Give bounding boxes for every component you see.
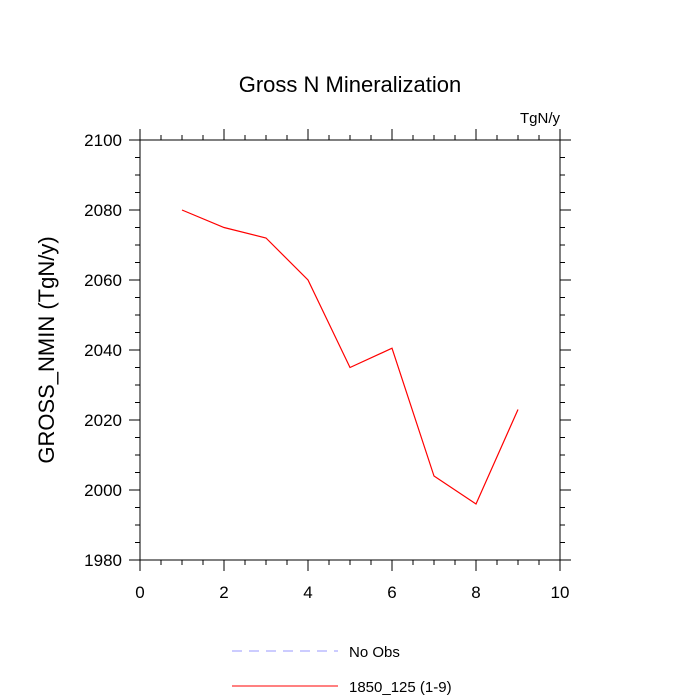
units-label: TgN/y (520, 110, 561, 127)
y-tick-label: 2060 (84, 271, 122, 290)
y-tick-label: 2080 (84, 201, 122, 220)
y-tick-label: 2020 (84, 411, 122, 430)
y-tick-label: 1980 (84, 551, 122, 570)
x-tick-label: 10 (551, 583, 570, 602)
plot-frame (139, 139, 561, 561)
series-layer (181, 209, 519, 505)
legend: No Obs 1850_125 (1-9) (232, 644, 452, 696)
tick-labels: 0 2 4 6 8 10 1980 2000 2020 2040 2060 2080 2100 (84, 131, 569, 602)
y-tick-label: 2000 (84, 481, 122, 500)
x-tick-label: 6 (387, 583, 396, 602)
legend-label: No Obs (349, 644, 400, 661)
x-tick-label: 0 (135, 583, 144, 602)
y-axis-label: GROSS_NMIN (TgN/y) (34, 236, 59, 463)
y-tick-label: 2040 (84, 341, 122, 360)
x-tick-label: 2 (219, 583, 228, 602)
chart-title: Gross N Mineralization (239, 72, 462, 97)
x-tick-label: 4 (303, 583, 312, 602)
y-tick-label: 2100 (84, 131, 122, 150)
series-line (181, 209, 519, 505)
legend-label: 1850_125 (1-9) (349, 679, 452, 696)
axis-ticks (129, 129, 571, 571)
x-tick-label: 8 (471, 583, 480, 602)
